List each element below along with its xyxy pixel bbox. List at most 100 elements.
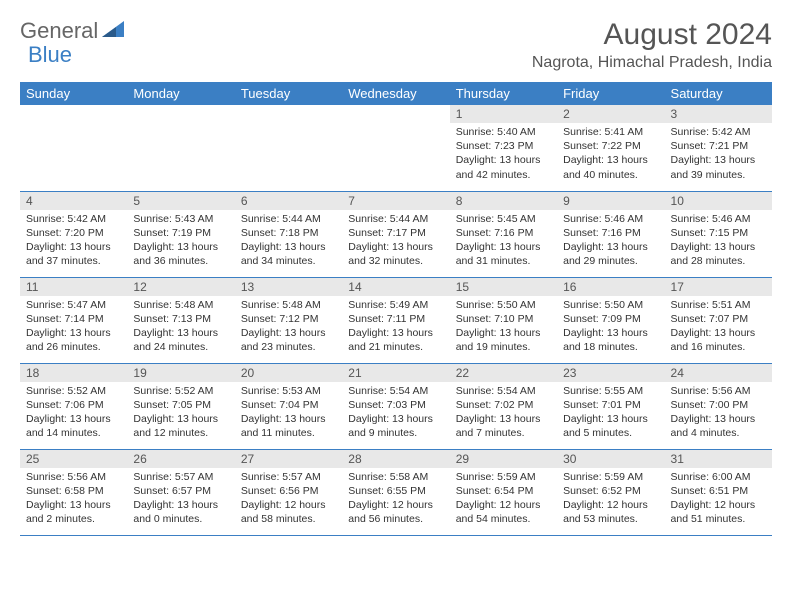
sunset-text: Sunset: 7:07 PM [671, 312, 766, 326]
logo-blue-text-wrap: Blue [28, 42, 72, 68]
week-row: 25Sunrise: 5:56 AMSunset: 6:58 PMDayligh… [20, 449, 772, 535]
day-cell: .. [20, 105, 127, 191]
daylight-text: and 19 minutes. [456, 340, 551, 354]
day-cell: .. [235, 105, 342, 191]
sunrise-text: Sunrise: 5:55 AM [563, 384, 658, 398]
day-cell: 4Sunrise: 5:42 AMSunset: 7:20 PMDaylight… [20, 191, 127, 277]
sunrise-text: Sunrise: 6:00 AM [671, 470, 766, 484]
day-data: Sunrise: 5:47 AMSunset: 7:14 PMDaylight:… [20, 296, 127, 359]
day-data: Sunrise: 5:51 AMSunset: 7:07 PMDaylight:… [665, 296, 772, 359]
day-number: 4 [20, 192, 127, 210]
sunset-text: Sunset: 7:22 PM [563, 139, 658, 153]
daylight-text: Daylight: 12 hours [348, 498, 443, 512]
daylight-text: Daylight: 13 hours [133, 240, 228, 254]
day-cell: .. [127, 105, 234, 191]
logo-triangle-icon [102, 21, 124, 42]
day-number: 9 [557, 192, 664, 210]
daylight-text: and 32 minutes. [348, 254, 443, 268]
day-cell: .. [342, 105, 449, 191]
daylight-text: Daylight: 13 hours [348, 326, 443, 340]
daylight-text: and 23 minutes. [241, 340, 336, 354]
sunset-text: Sunset: 7:01 PM [563, 398, 658, 412]
daylight-text: Daylight: 13 hours [671, 240, 766, 254]
sunrise-text: Sunrise: 5:46 AM [671, 212, 766, 226]
sunset-text: Sunset: 7:15 PM [671, 226, 766, 240]
day-cell: 15Sunrise: 5:50 AMSunset: 7:10 PMDayligh… [450, 277, 557, 363]
logo: General [20, 18, 126, 44]
daylight-text: and 24 minutes. [133, 340, 228, 354]
daylight-text: Daylight: 13 hours [348, 240, 443, 254]
daylight-text: and 34 minutes. [241, 254, 336, 268]
day-cell: 27Sunrise: 5:57 AMSunset: 6:56 PMDayligh… [235, 449, 342, 535]
day-number: 28 [342, 450, 449, 468]
day-number: 25 [20, 450, 127, 468]
sunset-text: Sunset: 6:57 PM [133, 484, 228, 498]
sunrise-text: Sunrise: 5:51 AM [671, 298, 766, 312]
week-row: ........1Sunrise: 5:40 AMSunset: 7:23 PM… [20, 105, 772, 191]
day-data: Sunrise: 5:42 AMSunset: 7:21 PMDaylight:… [665, 123, 772, 186]
day-data: Sunrise: 5:42 AMSunset: 7:20 PMDaylight:… [20, 210, 127, 273]
day-cell: 14Sunrise: 5:49 AMSunset: 7:11 PMDayligh… [342, 277, 449, 363]
day-header: Friday [557, 82, 664, 105]
day-number: 1 [450, 105, 557, 123]
daylight-text: Daylight: 13 hours [26, 326, 121, 340]
day-data: Sunrise: 5:48 AMSunset: 7:13 PMDaylight:… [127, 296, 234, 359]
sunrise-text: Sunrise: 5:40 AM [456, 125, 551, 139]
day-cell: 1Sunrise: 5:40 AMSunset: 7:23 PMDaylight… [450, 105, 557, 191]
daylight-text: and 42 minutes. [456, 168, 551, 182]
sunrise-text: Sunrise: 5:42 AM [26, 212, 121, 226]
daylight-text: and 21 minutes. [348, 340, 443, 354]
day-number: 13 [235, 278, 342, 296]
daylight-text: Daylight: 13 hours [563, 240, 658, 254]
daylight-text: and 51 minutes. [671, 512, 766, 526]
day-cell: 10 Sunrise: 5:46 AMSunset: 7:15 PMDayligh… [665, 191, 772, 277]
day-cell: 5Sunrise: 5:43 AMSunset: 7:19 PMDaylight… [127, 191, 234, 277]
day-number: 29 [450, 450, 557, 468]
sunset-text: Sunset: 7:19 PM [133, 226, 228, 240]
daylight-text: and 11 minutes. [241, 426, 336, 440]
sunrise-text: Sunrise: 5:59 AM [456, 470, 551, 484]
day-cell: 20Sunrise: 5:53 AMSunset: 7:04 PMDayligh… [235, 363, 342, 449]
sunset-text: Sunset: 7:17 PM [348, 226, 443, 240]
day-data: Sunrise: 5:49 AMSunset: 7:11 PMDaylight:… [342, 296, 449, 359]
daylight-text: Daylight: 13 hours [241, 326, 336, 340]
daylight-text: and 7 minutes. [456, 426, 551, 440]
day-data: Sunrise: 5:43 AMSunset: 7:19 PMDaylight:… [127, 210, 234, 273]
month-title: August 2024 [532, 18, 772, 52]
sunset-text: Sunset: 7:10 PM [456, 312, 551, 326]
day-data: Sunrise: 5:56 AMSunset: 7:00 PMDaylight:… [665, 382, 772, 445]
day-cell: 7Sunrise: 5:44 AMSunset: 7:17 PMDaylight… [342, 191, 449, 277]
day-header: Wednesday [342, 82, 449, 105]
day-number: 21 [342, 364, 449, 382]
daylight-text: Daylight: 13 hours [133, 326, 228, 340]
day-data: Sunrise: 5:44 AMSunset: 7:18 PMDaylight:… [235, 210, 342, 273]
day-header: Saturday [665, 82, 772, 105]
daylight-text: Daylight: 13 hours [563, 153, 658, 167]
sunset-text: Sunset: 7:09 PM [563, 312, 658, 326]
daylight-text: Daylight: 12 hours [671, 498, 766, 512]
sunrise-text: Sunrise: 5:43 AM [133, 212, 228, 226]
day-number: 16 [557, 278, 664, 296]
sunset-text: Sunset: 6:56 PM [241, 484, 336, 498]
day-data: Sunrise: 5:40 AMSunset: 7:23 PMDaylight:… [450, 123, 557, 186]
day-cell: 28Sunrise: 5:58 AMSunset: 6:55 PMDayligh… [342, 449, 449, 535]
day-cell: 11Sunrise: 5:47 AMSunset: 7:14 PMDayligh… [20, 277, 127, 363]
location: Nagrota, Himachal Pradesh, India [532, 54, 772, 72]
sunrise-text: Sunrise: 5:52 AM [133, 384, 228, 398]
daylight-text: Daylight: 13 hours [241, 412, 336, 426]
sunset-text: Sunset: 7:06 PM [26, 398, 121, 412]
day-number: 10 [665, 192, 772, 210]
sunrise-text: Sunrise: 5:44 AM [241, 212, 336, 226]
day-header: Sunday [20, 82, 127, 105]
sunrise-text: Sunrise: 5:58 AM [348, 470, 443, 484]
day-data: Sunrise: 5:46 AMSunset: 7:16 PMDaylight:… [557, 210, 664, 273]
day-number: 12 [127, 278, 234, 296]
day-number: 23 [557, 364, 664, 382]
day-number: 19 [127, 364, 234, 382]
sunset-text: Sunset: 7:11 PM [348, 312, 443, 326]
daylight-text: Daylight: 13 hours [671, 412, 766, 426]
sunset-text: Sunset: 7:16 PM [563, 226, 658, 240]
day-header-row: Sunday Monday Tuesday Wednesday Thursday… [20, 82, 772, 105]
day-data: Sunrise: 5:48 AMSunset: 7:12 PMDaylight:… [235, 296, 342, 359]
sunrise-text: Sunrise: 5:56 AM [26, 470, 121, 484]
